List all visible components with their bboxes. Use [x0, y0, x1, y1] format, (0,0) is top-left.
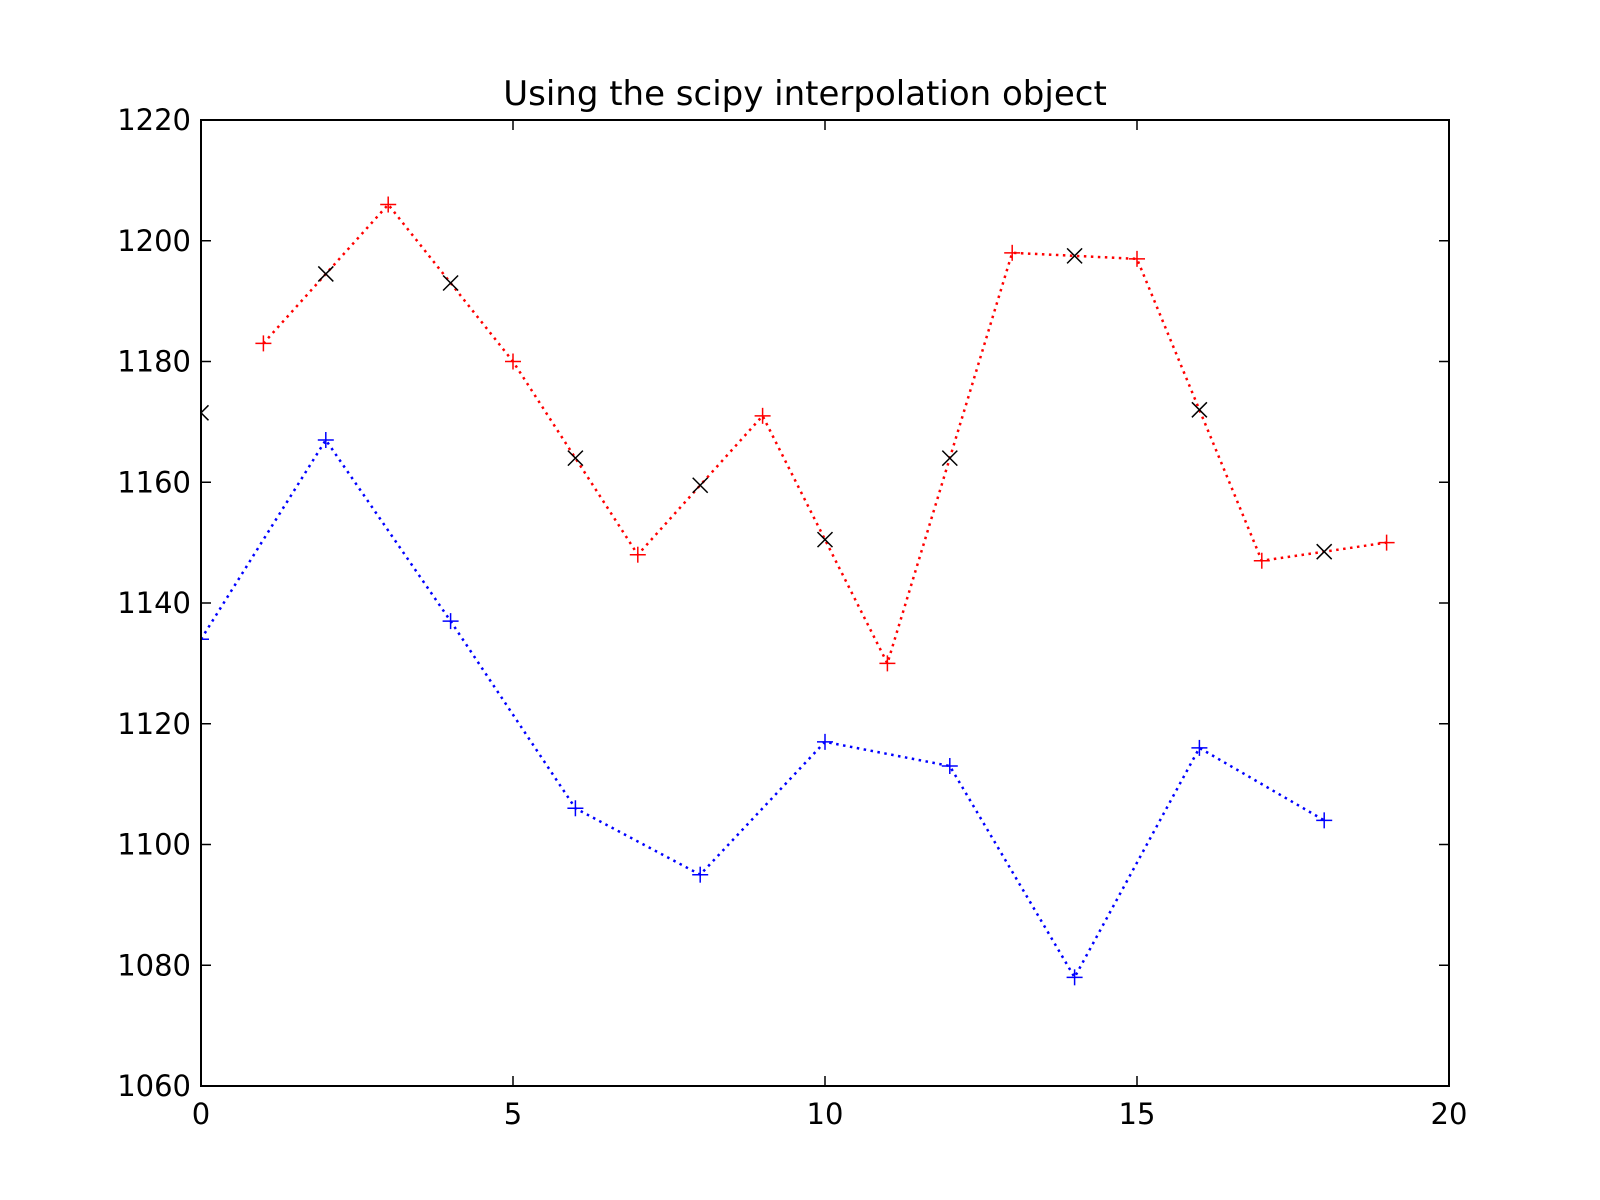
data-point [505, 353, 521, 370]
y-tick-label: 1180 [117, 345, 191, 379]
data-point [380, 196, 397, 213]
data-point [442, 274, 459, 292]
plot-area [201, 196, 1395, 986]
x-tick-label: 5 [504, 1097, 522, 1131]
data-point [317, 431, 334, 448]
x-tick-label: 0 [192, 1097, 210, 1131]
data-point [1378, 534, 1395, 551]
data-point [692, 477, 709, 494]
data-point [317, 265, 334, 282]
data-point [754, 407, 771, 424]
series-2 [201, 247, 1333, 560]
y-tick-label: 1120 [117, 707, 191, 741]
data-point [1316, 543, 1333, 560]
data-point [941, 450, 958, 467]
data-point [692, 866, 709, 883]
data-point [817, 733, 833, 750]
series-line [262, 202, 1387, 667]
x-axis: 0 5 10 15 20 [192, 120, 1468, 1131]
data-point [1191, 739, 1208, 756]
y-axis: 1060 1080 1100 1120 1140 1160 1180 1200 1220 [117, 103, 1449, 1103]
y-tick-label: 1080 [117, 948, 191, 982]
data-point [1191, 401, 1208, 418]
data-point [442, 613, 459, 630]
y-tick-label: 1200 [117, 224, 191, 258]
y-tick-label: 1220 [117, 103, 191, 137]
data-point [941, 758, 958, 775]
data-point [1066, 247, 1083, 264]
data-point [255, 335, 272, 352]
plot-frame [200, 119, 1450, 1087]
data-point [567, 800, 584, 817]
chart-title: Using the scipy interpolation object [503, 74, 1107, 114]
data-point [1129, 250, 1145, 267]
data-point [1066, 969, 1083, 986]
data-point [201, 631, 209, 648]
series-0 [201, 431, 1333, 986]
y-tick-label: 1060 [117, 1069, 191, 1103]
x-tick-label: 20 [1431, 1097, 1468, 1131]
data-point [201, 404, 210, 421]
data-point [816, 531, 834, 548]
x-tick-label: 10 [807, 1097, 844, 1131]
data-point [1316, 812, 1333, 829]
y-tick-label: 1160 [117, 465, 191, 499]
data-point [1004, 244, 1021, 261]
data-point [567, 450, 584, 467]
y-tick-label: 1100 [117, 828, 191, 862]
series-1 [255, 196, 1395, 672]
data-point [629, 546, 646, 563]
x-tick-label: 15 [1119, 1097, 1156, 1131]
data-point [879, 655, 896, 672]
series-line [201, 437, 1325, 980]
data-point [1253, 552, 1270, 569]
y-tick-label: 1140 [117, 586, 191, 620]
